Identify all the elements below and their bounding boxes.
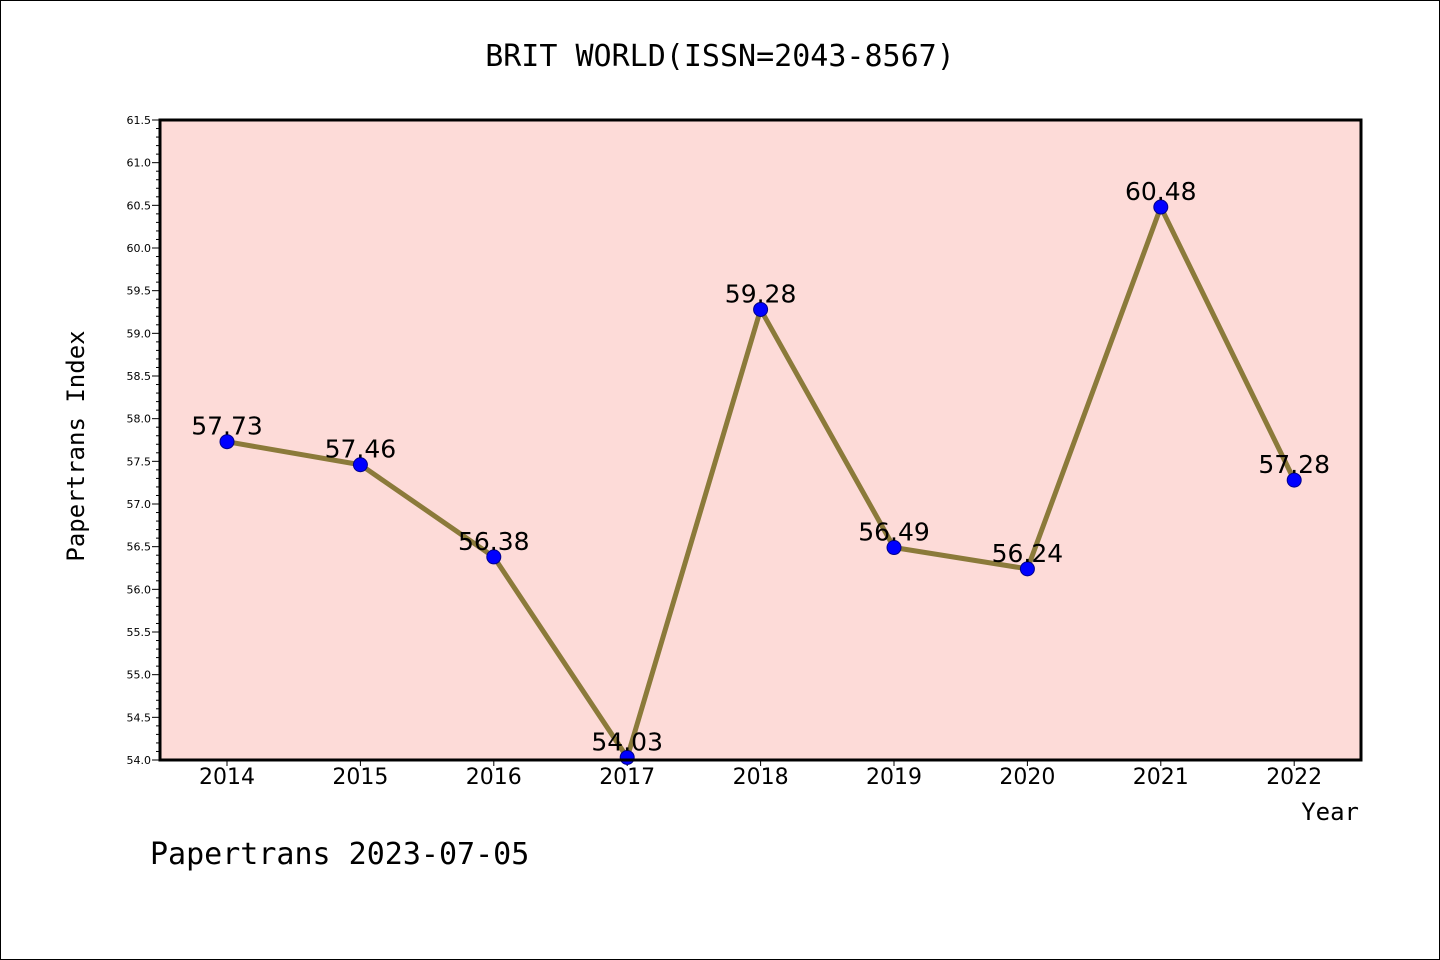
data-label: 57.46 (325, 435, 397, 464)
y-axis-ticks: 54.0 54.5 55.0 55.5 56.0 56.5 57.0 57.5 58.0 58.5… (127, 114, 160, 767)
y-tick-label: 56.5 (127, 541, 152, 554)
footer-text: Papertrans 2023-07-05 (150, 837, 529, 872)
x-tick-label: 2020 (999, 765, 1055, 790)
x-tick-label: 2015 (332, 765, 388, 790)
x-axis-label: Year (1301, 798, 1359, 826)
y-tick-label: 55.0 (127, 669, 152, 682)
data-label: 56.24 (992, 539, 1064, 568)
x-tick-label: 2021 (1133, 765, 1189, 790)
x-axis-ticks: 2014 2015 2016 2017 2018 2019 2020 2021 2022 (199, 760, 1322, 790)
y-tick-label: 54.5 (127, 711, 152, 724)
data-point (886, 540, 902, 556)
data-point (1286, 472, 1302, 488)
data-points (219, 199, 1302, 765)
y-tick-label: 57.5 (127, 455, 152, 468)
data-point (753, 301, 769, 317)
data-label: 56.49 (858, 518, 930, 547)
data-point (1153, 199, 1169, 215)
data-label: 57.73 (191, 412, 263, 441)
y-tick-label: 58.5 (127, 370, 152, 383)
y-tick-label: 60.5 (127, 199, 152, 212)
data-label: 60.48 (1125, 177, 1197, 206)
x-tick-label: 2018 (733, 765, 789, 790)
data-label: 54.03 (591, 727, 663, 756)
y-tick-label: 55.5 (127, 626, 152, 639)
y-tick-label: 58.0 (127, 413, 152, 426)
data-point (352, 457, 368, 473)
y-tick-label: 56.0 (127, 583, 152, 596)
y-tick-label: 59.5 (127, 285, 152, 298)
data-label: 57.28 (1258, 450, 1330, 479)
y-tick-label: 61.5 (127, 114, 152, 127)
y-tick-label: 61.0 (127, 157, 152, 170)
data-label: 59.28 (725, 279, 797, 308)
y-axis-label: Papertrans Index (62, 330, 90, 561)
plot-border (158, 118, 1363, 762)
x-tick-label: 2017 (599, 765, 655, 790)
data-point (1019, 561, 1035, 577)
data-point (486, 549, 502, 565)
data-point (219, 434, 235, 450)
y-tick-label: 57.0 (127, 498, 152, 511)
y-tick-label: 54.0 (127, 754, 152, 767)
x-tick-label: 2016 (466, 765, 522, 790)
x-tick-label: 2022 (1266, 765, 1322, 790)
data-labels: 57.73 57.46 56.38 54.03 59.28 56.49 56.24 60.48… (191, 177, 1330, 756)
data-label: 56.38 (458, 527, 530, 556)
plot-area (160, 120, 1361, 760)
y-tick-label: 60.0 (127, 242, 152, 255)
x-tick-label: 2014 (199, 765, 255, 790)
chart-title: BRIT WORLD(ISSN=2043-8567) (485, 39, 955, 74)
x-tick-label: 2019 (866, 765, 922, 790)
y-tick-label: 59.0 (127, 327, 152, 340)
